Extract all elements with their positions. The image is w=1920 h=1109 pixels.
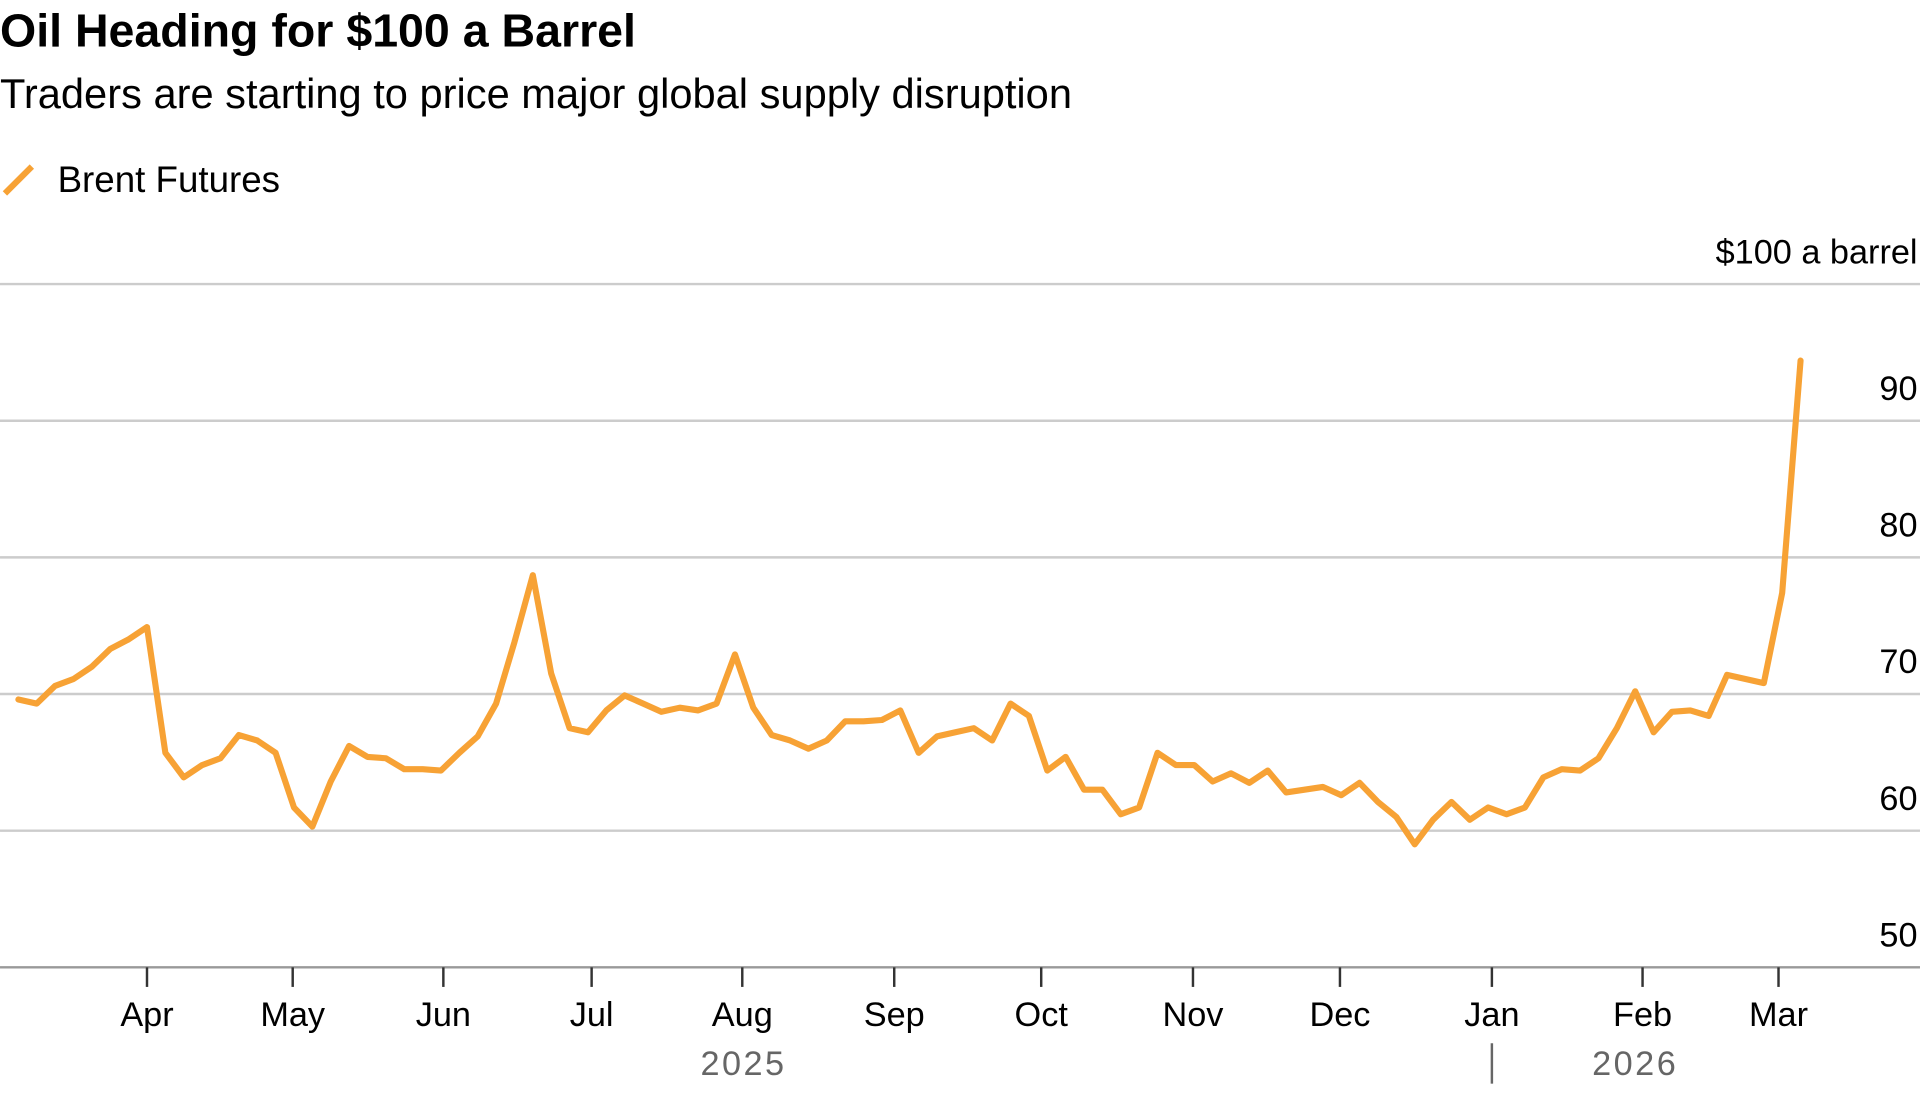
year-label: 2025 xyxy=(700,1045,786,1083)
year-label: 2026 xyxy=(1592,1045,1678,1083)
legend-label: Brent Futures xyxy=(58,159,280,200)
y-tick-label: $100 a barrel xyxy=(1716,233,1918,271)
x-tick-label: Mar xyxy=(1749,996,1808,1034)
x-tick-label: Jan xyxy=(1464,996,1519,1034)
y-tick-label: 80 xyxy=(1879,507,1917,545)
chart-title: Oil Heading for $100 a Barrel xyxy=(0,5,636,57)
x-tick-label: Jun xyxy=(416,996,471,1034)
x-tick-label: Oct xyxy=(1015,996,1069,1034)
x-tick-label: Nov xyxy=(1162,996,1224,1034)
x-tick-label: May xyxy=(260,996,326,1034)
series-line xyxy=(15,357,1804,848)
x-tick-label: Sep xyxy=(864,996,925,1034)
y-tick-label: 90 xyxy=(1879,370,1917,408)
y-tick-label: 50 xyxy=(1879,917,1917,955)
y-tick-label: 60 xyxy=(1879,780,1917,818)
legend-swatch xyxy=(2,164,35,196)
x-tick-label: Feb xyxy=(1613,996,1672,1034)
x-tick-label: Dec xyxy=(1309,996,1370,1034)
x-tick-label: Apr xyxy=(120,996,173,1034)
y-tick-label: 70 xyxy=(1879,643,1917,681)
x-tick-label: Jul xyxy=(570,996,614,1034)
chart-subtitle: Traders are starting to price major glob… xyxy=(0,70,1072,117)
x-tick-label: Aug xyxy=(712,996,773,1034)
